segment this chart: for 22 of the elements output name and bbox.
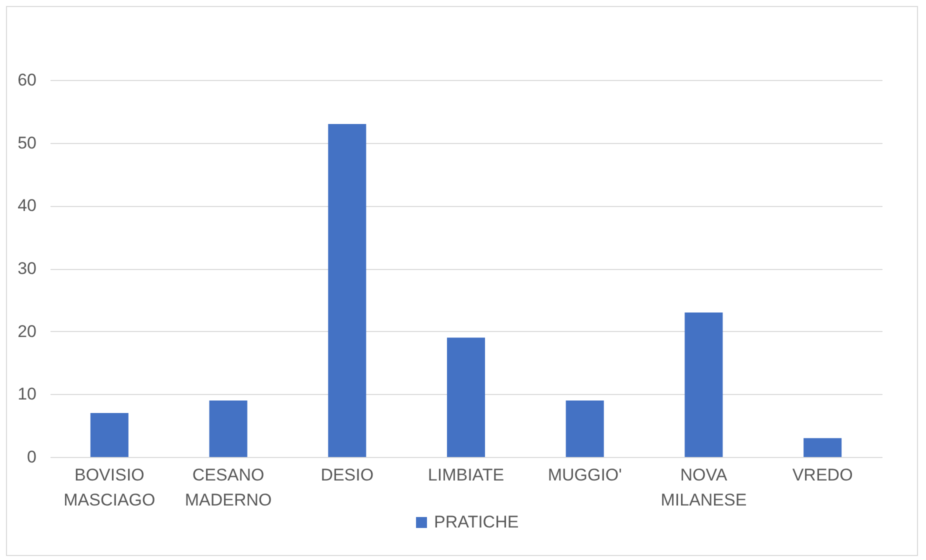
y-tick-label: 50 (18, 133, 36, 152)
bar (684, 312, 723, 457)
x-tick-label: NOVA MILANESE (660, 466, 747, 510)
x-tick-label: DESIO (320, 466, 374, 484)
legend-label: PRATICHE (434, 512, 519, 532)
bar (804, 438, 842, 457)
bar (90, 413, 128, 457)
y-tick-label: 60 (18, 70, 36, 90)
bar (209, 400, 248, 457)
y-tick-label: 30 (18, 259, 36, 278)
x-tick-label: VREDO (792, 466, 853, 484)
bar (328, 124, 366, 457)
x-tick-label: CESANO MADERNO (184, 466, 272, 510)
y-tick-label: 10 (18, 384, 36, 404)
x-tick-label: MUGGIO' (548, 466, 622, 484)
x-tick-label: LIMBIATE (428, 466, 504, 484)
y-tick-label: 20 (18, 322, 36, 341)
x-tick-label: BOVISIO MASCIAGO (64, 466, 156, 510)
bar (566, 400, 604, 457)
y-tick-label: 40 (18, 196, 36, 216)
bar (446, 338, 486, 457)
y-tick-label: 0 (27, 448, 36, 466)
